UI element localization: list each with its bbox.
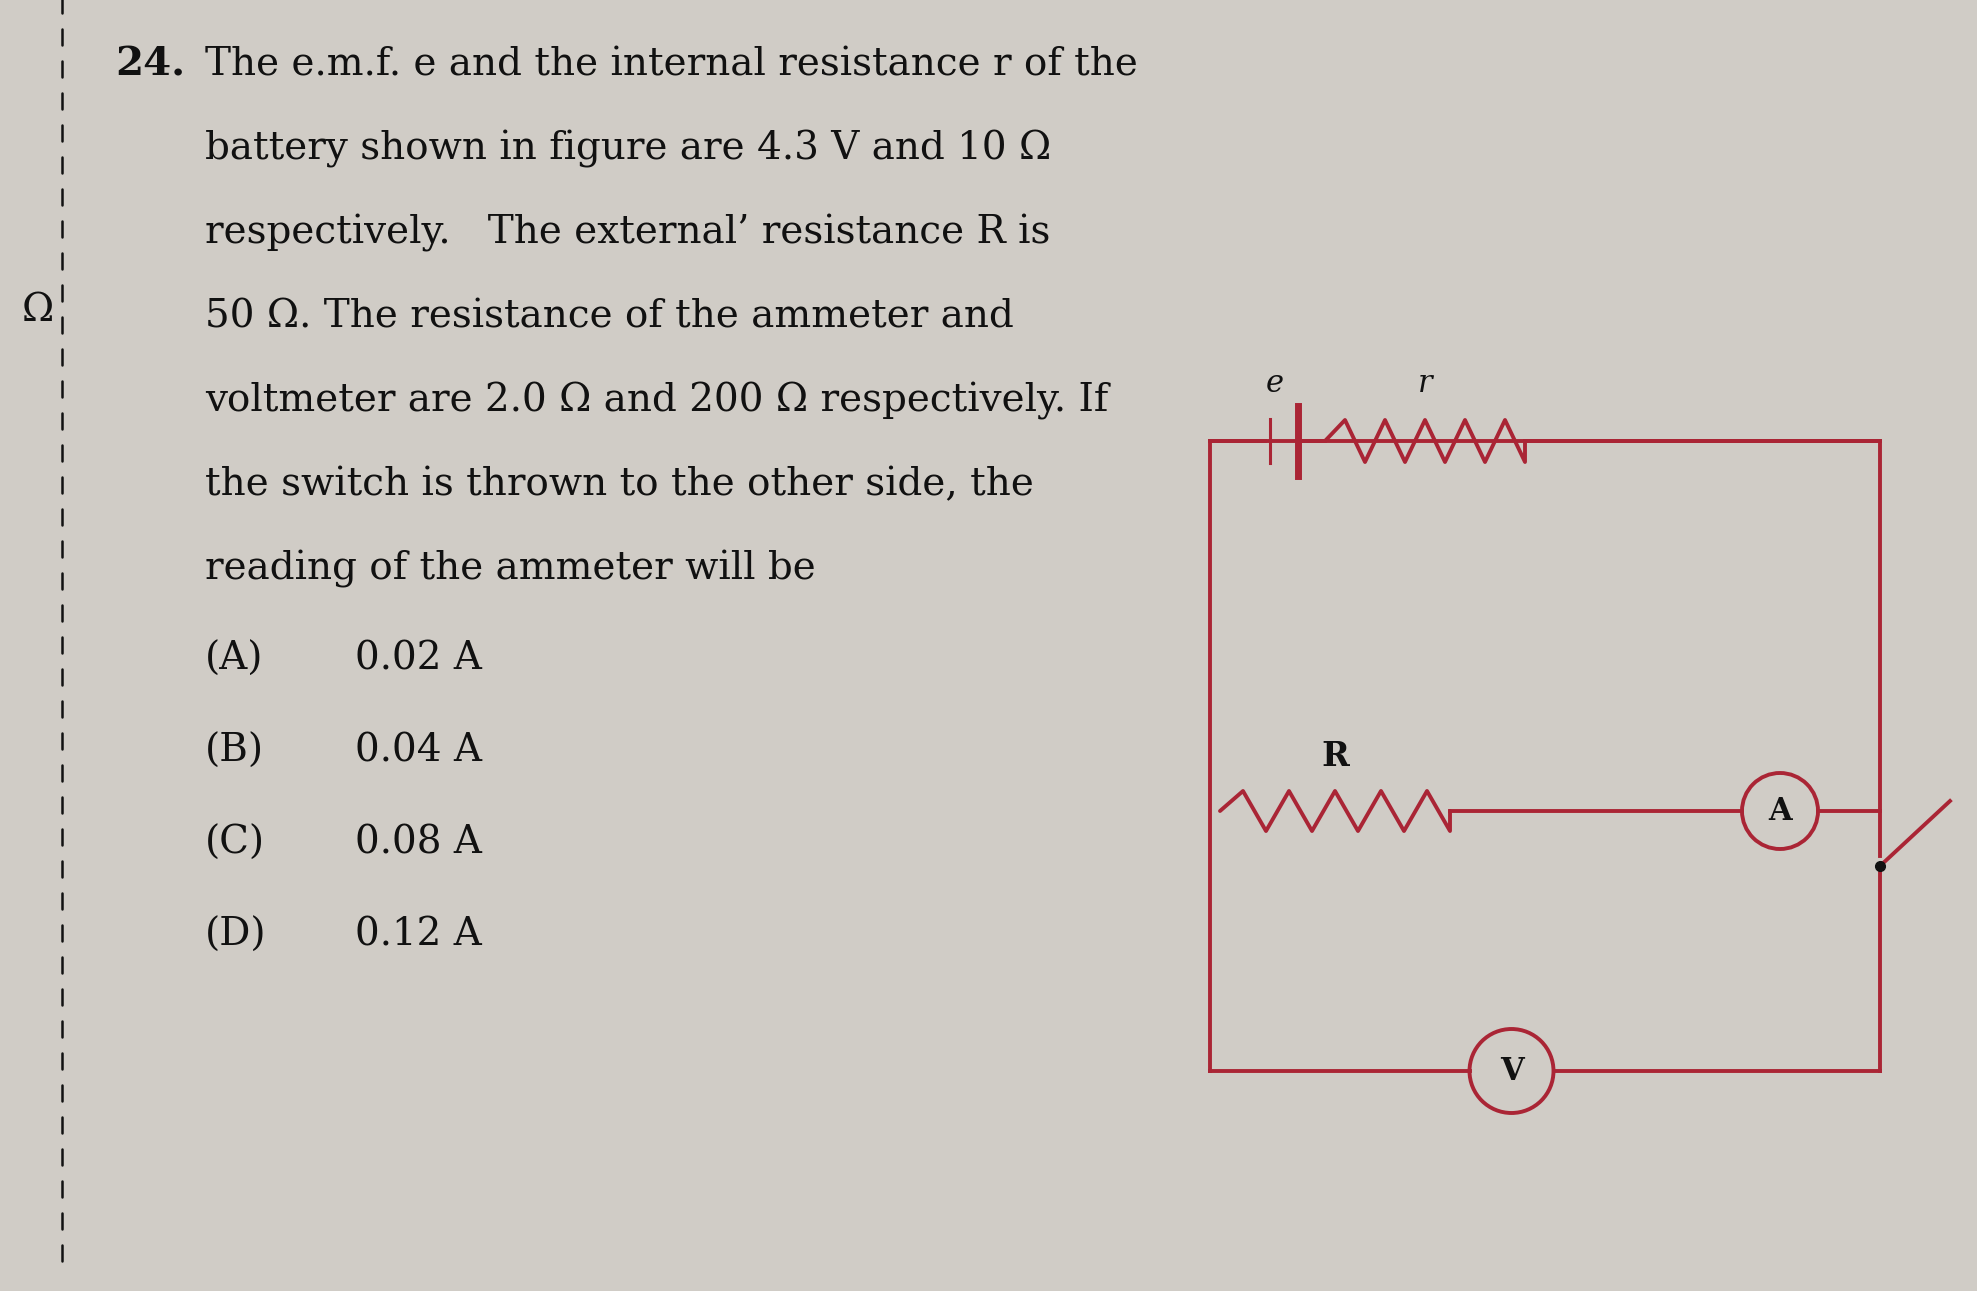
Text: V: V — [1501, 1056, 1524, 1087]
Text: (C): (C) — [206, 825, 265, 862]
Text: the switch is thrown to the other side, the: the switch is thrown to the other side, … — [206, 466, 1034, 503]
Text: A: A — [1767, 795, 1791, 826]
Circle shape — [1742, 773, 1819, 849]
Text: 0.12 A: 0.12 A — [356, 917, 482, 954]
Text: 24.: 24. — [115, 46, 186, 84]
Text: (D): (D) — [206, 917, 267, 954]
Text: reading of the ammeter will be: reading of the ammeter will be — [206, 550, 817, 587]
Text: (A): (A) — [206, 642, 263, 678]
Text: e: e — [1265, 368, 1283, 399]
Text: (B): (B) — [206, 733, 265, 769]
Text: r: r — [1418, 368, 1431, 399]
Text: 50 Ω. The resistance of the ammeter and: 50 Ω. The resistance of the ammeter and — [206, 298, 1014, 334]
Text: voltmeter are 2.0 Ω and 200 Ω respectively. If: voltmeter are 2.0 Ω and 200 Ω respective… — [206, 382, 1109, 420]
Text: 0.04 A: 0.04 A — [356, 733, 482, 769]
Text: R: R — [1321, 740, 1348, 773]
Text: Ω: Ω — [22, 293, 53, 329]
Text: battery shown in figure are 4.3 V and 10 Ω: battery shown in figure are 4.3 V and 10… — [206, 130, 1052, 168]
Circle shape — [1469, 1029, 1554, 1113]
Text: The e.m.f. e and the internal resistance r of the: The e.m.f. e and the internal resistance… — [206, 46, 1139, 83]
Text: respectively.   The external’ resistance R is: respectively. The external’ resistance R… — [206, 214, 1050, 252]
Text: 0.08 A: 0.08 A — [356, 825, 482, 862]
Text: 0.02 A: 0.02 A — [356, 642, 482, 678]
